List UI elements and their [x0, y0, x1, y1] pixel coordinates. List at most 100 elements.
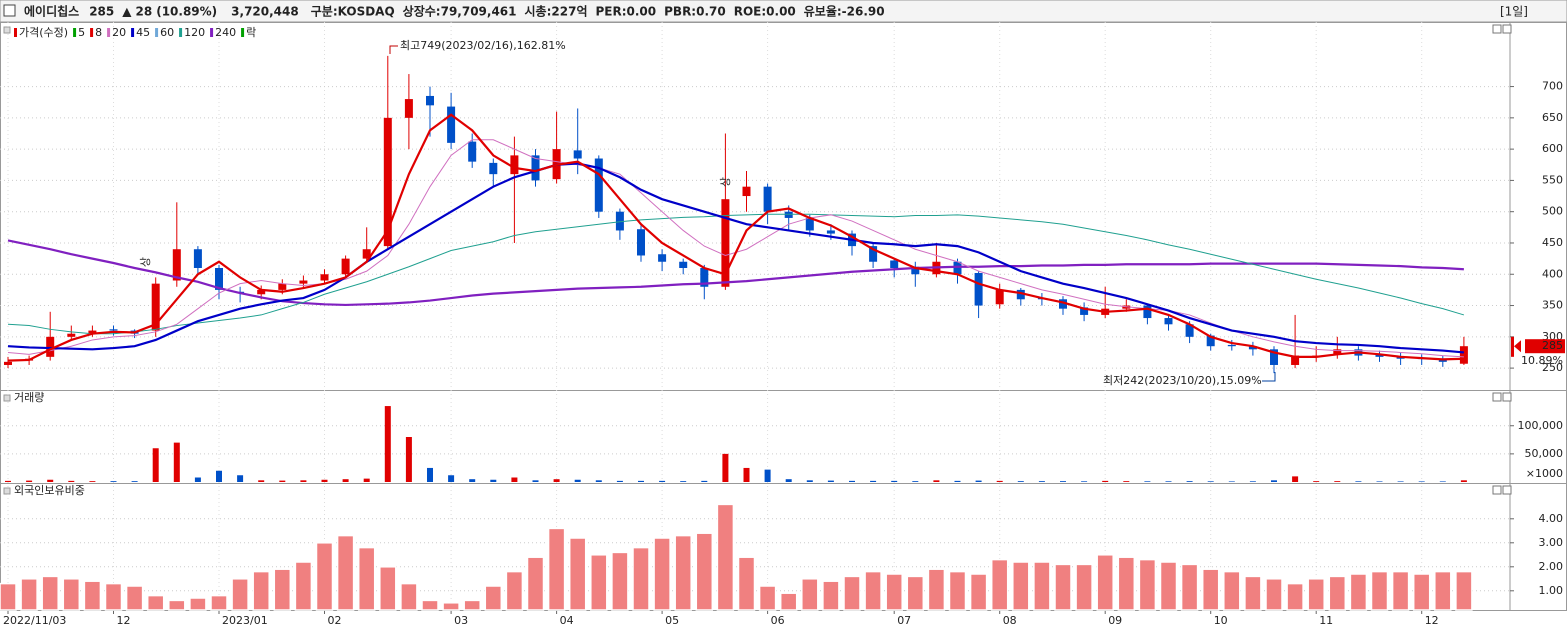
ownership-bar [294, 561, 313, 611]
volume-bar [258, 480, 265, 482]
volume-bar [764, 469, 771, 482]
volume-bar [427, 467, 433, 482]
volume-bar [1271, 480, 1277, 482]
ownership-bar [41, 575, 59, 611]
ownership-bar [463, 599, 481, 611]
volume-bar [1081, 481, 1088, 482]
volume-bar [68, 480, 75, 482]
candle-body [1059, 299, 1067, 309]
ownership-bar [20, 578, 38, 611]
volume-bar [722, 453, 729, 482]
panel-button[interactable] [1492, 485, 1502, 495]
volume-bar [553, 479, 560, 482]
volume-bar [1313, 481, 1320, 482]
x-tick-label: 12 [117, 614, 131, 627]
candle-body [46, 336, 55, 357]
panel-button[interactable] [1502, 24, 1512, 34]
header-market: 구분:KOSDAQ [311, 5, 395, 19]
legend-swatch [179, 28, 183, 37]
ownership-bar [653, 537, 671, 611]
legend-swatch [90, 28, 94, 37]
ownership-bar [0, 582, 17, 611]
annotation-arrow [1262, 372, 1276, 382]
volume-bar [1017, 481, 1024, 482]
volume-bar [680, 481, 687, 482]
ownership-bar [1265, 578, 1283, 611]
volume-bar [1060, 481, 1066, 482]
ownership-bar [674, 534, 692, 611]
header-cap: 시총:227억 [525, 4, 588, 19]
volume-bar [300, 480, 307, 482]
candle-body [1206, 335, 1215, 347]
checkbox[interactable] [3, 4, 16, 17]
volume-bar [321, 479, 328, 482]
ownership-bar [927, 568, 946, 611]
ownership-bar [843, 575, 861, 611]
volume-bar [891, 480, 898, 482]
legend-label: 8 [95, 26, 102, 39]
ownership-bar [1138, 558, 1157, 611]
volume-bar [384, 406, 391, 482]
volume-bar [1165, 481, 1172, 482]
panel-frame [0, 390, 1567, 484]
ownership-bar [125, 585, 144, 611]
volume-bar [1123, 481, 1130, 482]
volume-bar [1376, 481, 1383, 482]
period[interactable]: [1일] [1500, 5, 1528, 19]
moving-average [7, 239, 1464, 307]
volume-bar [216, 470, 222, 482]
candle-body [489, 162, 498, 175]
ownership-bar [1244, 575, 1262, 611]
panel-button[interactable] [1502, 392, 1512, 402]
volume-bar [89, 481, 96, 482]
ownership-bar [83, 580, 102, 611]
candle-body [784, 211, 793, 218]
candle-body [215, 268, 223, 290]
legend-swatch [131, 28, 135, 37]
header-volume: 3,720,448 [231, 5, 299, 19]
panel-button[interactable] [1492, 24, 1502, 34]
volume-bar [110, 481, 117, 482]
header-change: 28 [136, 5, 153, 19]
volume-bar [1102, 480, 1109, 482]
volume-bar [469, 479, 476, 482]
y-tick-label: 550 [1542, 173, 1563, 186]
x-tick-label: 11 [1319, 614, 1333, 627]
y-tick-label: 400 [1542, 267, 1563, 280]
legend-label: 5 [78, 26, 85, 39]
candle-body [299, 280, 308, 284]
x-tick-label: 2022/11/03 [3, 614, 66, 627]
ownership-bar [1349, 573, 1368, 611]
panel-title: 거래량 [14, 391, 44, 404]
legend-swatch [241, 28, 245, 37]
volume-bar [870, 480, 877, 482]
volume-bar [1207, 481, 1214, 482]
volume-bar [1439, 481, 1446, 482]
y-tick-label: 100,000 [1518, 419, 1564, 432]
last-price-tag [1525, 339, 1565, 354]
candle-body [658, 254, 667, 262]
panel-button[interactable] [1502, 485, 1512, 495]
candle-body [341, 258, 350, 275]
candle-body [4, 361, 12, 365]
panel-button[interactable] [1492, 392, 1502, 402]
candle-body [1185, 324, 1194, 337]
limit-up-marker: 상 [719, 177, 732, 187]
candle-body [447, 106, 456, 143]
volume-bar [194, 477, 201, 482]
ownership-bar [484, 585, 503, 611]
ownership-bar [168, 599, 186, 611]
y-tick-label: 650 [1542, 111, 1563, 124]
ownership-bar [758, 585, 777, 611]
unit-label: ×1000 [1526, 467, 1563, 480]
ownership-bar [716, 503, 735, 611]
header-pbr: PBR:0.70 [664, 5, 726, 19]
volume-bar [152, 448, 159, 482]
volume-bar [1186, 481, 1193, 482]
ownership-bar [1307, 578, 1325, 611]
header-name: 에이디칩스 [24, 4, 79, 19]
ownership-bar [104, 582, 123, 611]
annotation-arrow [389, 45, 398, 54]
ownership-bar [400, 582, 418, 611]
candle-body [67, 333, 76, 337]
